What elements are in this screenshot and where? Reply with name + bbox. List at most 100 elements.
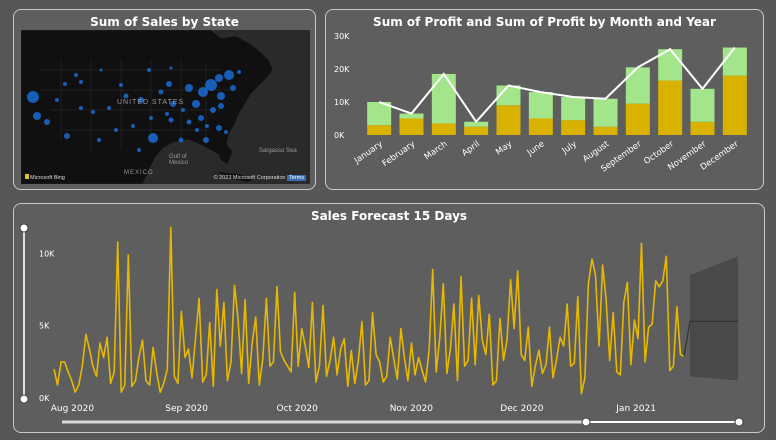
y-tick-label: 30K (334, 32, 350, 41)
sales-map[interactable]: UNITED STATES Gulf of Mexico Sargasso Se… (21, 30, 310, 184)
state-bubble[interactable] (198, 87, 208, 97)
month-label: April (460, 139, 482, 158)
state-bubble[interactable] (237, 70, 241, 74)
profit-bar[interactable] (431, 73, 456, 124)
mexico-label: MEXICO (124, 170, 154, 176)
state-bubble[interactable] (186, 119, 192, 125)
profit-bar[interactable] (658, 80, 683, 135)
profit-bar[interactable] (625, 103, 650, 135)
profit-bar[interactable] (464, 126, 489, 135)
profit-bar[interactable] (528, 92, 553, 119)
month-label: July (560, 139, 579, 157)
state-bubble[interactable] (149, 116, 153, 120)
state-bubble[interactable] (97, 138, 101, 142)
state-bubble[interactable] (198, 115, 204, 121)
x-tick-label: Aug 2020 (51, 404, 95, 414)
profit-bar[interactable] (690, 88, 715, 122)
state-bubble[interactable] (137, 148, 141, 152)
state-bubble[interactable] (63, 82, 67, 86)
terms-link[interactable]: Terms (287, 175, 306, 181)
x-range-slider-end-handle[interactable] (734, 417, 744, 427)
forecast-chart[interactable]: 0K 5K 10K Aug 2020 Sep 2020 Oct 2020 Nov 2020 D… (14, 204, 766, 434)
state-bubble[interactable] (195, 128, 199, 132)
state-bubble[interactable] (165, 112, 169, 116)
state-bubble[interactable] (55, 98, 59, 102)
state-bubble[interactable] (230, 85, 236, 91)
sales-by-state-panel[interactable]: Sum of Sales by State UNITED STATES Gulf… (13, 9, 316, 190)
profit-bar[interactable] (367, 125, 392, 135)
month-label: January (352, 139, 385, 166)
state-bubble[interactable] (91, 110, 95, 114)
state-bubble[interactable] (205, 124, 209, 128)
state-bubble[interactable] (216, 125, 222, 131)
state-bubble[interactable] (210, 107, 216, 113)
state-bubble[interactable] (119, 83, 123, 87)
gulf-label: Gulf of Mexico (169, 154, 189, 166)
forecast-line[interactable] (683, 320, 738, 357)
state-bubble[interactable] (169, 66, 173, 70)
state-bubble[interactable] (148, 133, 158, 143)
state-bubble[interactable] (33, 112, 41, 120)
profit-bar[interactable] (399, 113, 424, 119)
state-bubble[interactable] (64, 133, 70, 139)
profit-bar[interactable] (593, 126, 618, 135)
state-bubble[interactable] (158, 89, 164, 95)
state-bubble[interactable] (79, 80, 83, 84)
state-bubble[interactable] (147, 68, 151, 72)
month-label: May (494, 139, 514, 157)
state-bubble[interactable] (203, 137, 209, 143)
state-bubble[interactable] (99, 68, 103, 72)
profit-bar[interactable] (593, 98, 618, 127)
sales-forecast-panel[interactable]: Sales Forecast 15 Days 0K 5K 10K Aug 2020 Se… (13, 203, 765, 433)
state-bubble[interactable] (138, 97, 144, 103)
profit-bar[interactable] (367, 102, 392, 126)
y-range-slider-bottom-handle[interactable] (19, 394, 29, 404)
state-bubble[interactable] (166, 81, 172, 87)
profit-bar[interactable] (690, 121, 715, 135)
profit-by-month-panel[interactable]: Sum of Profit and Sum of Profit by Month… (325, 9, 764, 190)
state-bubble[interactable] (217, 92, 225, 100)
y-range-slider-top-handle[interactable] (19, 223, 29, 233)
profit-bar[interactable] (496, 85, 521, 106)
state-bubble[interactable] (79, 106, 83, 110)
profit-bar[interactable] (399, 118, 424, 136)
profit-bar[interactable] (561, 97, 586, 121)
state-bubble[interactable] (224, 130, 228, 134)
profit-bar[interactable] (722, 47, 747, 76)
state-bubble[interactable] (192, 100, 200, 108)
north-america-landmass (21, 30, 274, 184)
sales-line[interactable] (53, 226, 685, 395)
country-label: UNITED STATES (117, 99, 185, 106)
state-bubble[interactable] (114, 128, 118, 132)
state-bubble[interactable] (218, 103, 224, 109)
x-range-slider-start-handle[interactable] (581, 417, 591, 427)
forecast-confidence-band[interactable] (690, 256, 738, 381)
state-bubble[interactable] (107, 106, 111, 110)
x-tick-label: Jan 2021 (615, 404, 656, 414)
state-bubble[interactable] (205, 79, 217, 91)
state-bubble[interactable] (185, 84, 193, 92)
state-bubble[interactable] (74, 73, 78, 77)
state-bubble[interactable] (123, 93, 129, 99)
state-bubble[interactable] (131, 124, 135, 128)
copyright-text: © 2023 Microsoft Corporation (213, 175, 286, 181)
profit-bar[interactable] (464, 121, 489, 127)
state-bubble[interactable] (168, 117, 174, 123)
profit-line[interactable] (378, 46, 736, 124)
state-bubble[interactable] (44, 119, 50, 125)
state-bubble[interactable] (178, 137, 184, 143)
state-bubble[interactable] (215, 74, 223, 82)
state-bubble[interactable] (224, 70, 234, 80)
state-bubble[interactable] (181, 108, 185, 112)
state-bubble[interactable] (27, 91, 39, 103)
profit-bar[interactable] (625, 67, 650, 104)
profit-bar[interactable] (528, 118, 553, 136)
profit-bar[interactable] (431, 123, 456, 135)
profit-bar[interactable] (722, 75, 747, 135)
profit-bar[interactable] (561, 120, 586, 135)
state-bubble[interactable] (170, 101, 176, 107)
y-tick-label: 0K (334, 131, 345, 140)
state-bubbles[interactable] (27, 66, 241, 153)
profit-bar[interactable] (496, 105, 521, 135)
